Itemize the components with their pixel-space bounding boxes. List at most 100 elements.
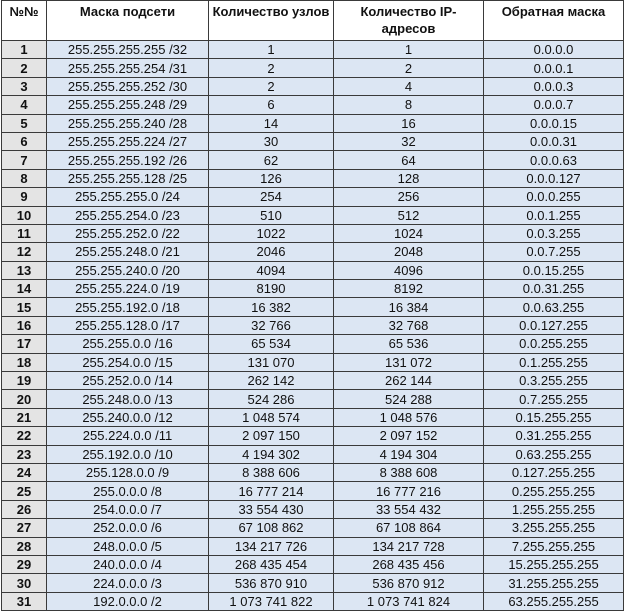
wildcard-mask: 0.127.255.255 — [483, 462, 624, 483]
row-number: 13 — [1, 260, 47, 281]
table-row: 24 255.128.0.0 /9 8 388 606 8 388 608 0.127.… — [1, 462, 624, 483]
row-number: 19 — [1, 371, 47, 391]
subnet-mask: 255.255.248.0 /21 — [46, 242, 209, 262]
row-number: 7 — [1, 150, 47, 170]
wildcard-mask: 0.0.0.0 — [483, 39, 624, 60]
subnet-mask: 255.255.255.192 /26 — [46, 150, 209, 170]
table-row: 18 255.254.0.0 /15 131 070 131 072 0.1.255.2… — [1, 352, 624, 373]
table-row: 19 255.252.0.0 /14 262 142 262 144 0.3.255.2… — [1, 371, 624, 391]
row-number: 26 — [1, 499, 47, 520]
wildcard-mask: 1.255.255.255 — [483, 499, 624, 520]
wildcard-mask: 0.3.255.255 — [483, 371, 624, 391]
host-count: 536 870 910 — [208, 573, 334, 593]
ip-count: 65 536 — [333, 334, 484, 354]
ip-count: 4 — [333, 76, 484, 97]
ip-count: 4 194 304 — [333, 444, 484, 464]
row-number: 22 — [1, 426, 47, 446]
subnet-mask: 255.255.255.252 /30 — [46, 76, 209, 97]
row-number: 5 — [1, 113, 47, 133]
row-number: 12 — [1, 242, 47, 262]
wildcard-mask: 0.63.255.255 — [483, 444, 624, 464]
wildcard-mask: 15.255.255.255 — [483, 554, 624, 575]
ip-count: 4096 — [333, 260, 484, 281]
row-number: 8 — [1, 168, 47, 189]
ip-count: 1024 — [333, 223, 484, 244]
row-number: 27 — [1, 518, 47, 538]
table-row: 23 255.192.0.0 /10 4 194 302 4 194 304 0.63.… — [1, 444, 624, 464]
wildcard-mask: 0.0.63.255 — [483, 297, 624, 317]
table-row: 14 255.255.224.0 /19 8190 8192 0.0.31.255 — [1, 279, 624, 299]
row-number: 17 — [1, 334, 47, 354]
host-count: 1 048 574 — [208, 407, 334, 428]
host-count: 254 — [208, 187, 334, 207]
host-count: 126 — [208, 168, 334, 189]
wildcard-mask: 3.255.255.255 — [483, 518, 624, 538]
host-count: 134 217 726 — [208, 536, 334, 556]
table-row: 16 255.255.128.0 /17 32 766 32 768 0.0.127.2… — [1, 315, 624, 336]
row-number: 3 — [1, 76, 47, 97]
host-count: 65 534 — [208, 334, 334, 354]
ip-count: 262 144 — [333, 371, 484, 391]
table-row: 21 255.240.0.0 /12 1 048 574 1 048 576 0.15.… — [1, 407, 624, 428]
subnet-mask: 255.255.254.0 /23 — [46, 205, 209, 225]
row-number: 2 — [1, 58, 47, 78]
subnet-mask: 255.192.0.0 /10 — [46, 444, 209, 464]
table-row: 27 252.0.0.0 /6 67 108 862 67 108 864 3.255.… — [1, 518, 624, 538]
subnet-mask: 255.128.0.0 /9 — [46, 462, 209, 483]
wildcard-mask: 0.0.0.63 — [483, 150, 624, 170]
wildcard-mask: 0.0.15.255 — [483, 260, 624, 281]
host-count: 8190 — [208, 279, 334, 299]
subnet-mask: 255.252.0.0 /14 — [46, 371, 209, 391]
subnet-mask: 255.255.0.0 /16 — [46, 334, 209, 354]
wildcard-mask: 0.0.7.255 — [483, 242, 624, 262]
ip-count: 2048 — [333, 242, 484, 262]
wildcard-mask: 0.0.0.127 — [483, 168, 624, 189]
row-number: 6 — [1, 131, 47, 152]
wildcard-mask: 0.31.255.255 — [483, 426, 624, 446]
table-header: №№ Маска подсети Количество узлов Количе… — [1, 0, 624, 41]
row-number: 10 — [1, 205, 47, 225]
subnet-mask: 255.255.255.248 /29 — [46, 95, 209, 115]
host-count: 16 382 — [208, 297, 334, 317]
ip-count: 536 870 912 — [333, 573, 484, 593]
host-count: 2 097 150 — [208, 426, 334, 446]
header-number: №№ — [1, 0, 47, 41]
subnet-mask: 255.224.0.0 /11 — [46, 426, 209, 446]
table-row: 20 255.248.0.0 /13 524 286 524 288 0.7.255.2… — [1, 389, 624, 409]
host-count: 32 766 — [208, 315, 334, 336]
host-count: 8 388 606 — [208, 462, 334, 483]
ip-count: 1 073 741 824 — [333, 591, 484, 611]
subnet-mask: 255.255.252.0 /22 — [46, 223, 209, 244]
table-row: 12 255.255.248.0 /21 2046 2048 0.0.7.255 — [1, 242, 624, 262]
row-number: 28 — [1, 536, 47, 556]
host-count: 33 554 430 — [208, 499, 334, 520]
row-number: 21 — [1, 407, 47, 428]
table-row: 15 255.255.192.0 /18 16 382 16 384 0.0.63.25… — [1, 297, 624, 317]
ip-count: 33 554 432 — [333, 499, 484, 520]
row-number: 20 — [1, 389, 47, 409]
host-count: 2 — [208, 58, 334, 78]
table-row: 2 255.255.255.254 /31 2 2 0.0.0.1 — [1, 58, 624, 78]
ip-count: 67 108 864 — [333, 518, 484, 538]
ip-count: 16 — [333, 113, 484, 133]
ip-count: 8 — [333, 95, 484, 115]
subnet-mask: 255.255.128.0 /17 — [46, 315, 209, 336]
ip-count: 8192 — [333, 279, 484, 299]
wildcard-mask: 0.15.255.255 — [483, 407, 624, 428]
row-number: 14 — [1, 279, 47, 299]
host-count: 262 142 — [208, 371, 334, 391]
host-count: 524 286 — [208, 389, 334, 409]
wildcard-mask: 0.0.0.31 — [483, 131, 624, 152]
table-row: 6 255.255.255.224 /27 30 32 0.0.0.31 — [1, 131, 624, 152]
table-row: 31 192.0.0.0 /2 1 073 741 822 1 073 741 824… — [1, 591, 624, 611]
wildcard-mask: 0.0.0.1 — [483, 58, 624, 78]
subnet-mask: 252.0.0.0 /6 — [46, 518, 209, 538]
host-count: 4094 — [208, 260, 334, 281]
host-count: 1022 — [208, 223, 334, 244]
subnet-mask: 255.255.255.254 /31 — [46, 58, 209, 78]
host-count: 1 073 741 822 — [208, 591, 334, 611]
wildcard-mask: 0.0.0.255 — [483, 187, 624, 207]
row-number: 30 — [1, 573, 47, 593]
ip-count: 2 — [333, 58, 484, 78]
